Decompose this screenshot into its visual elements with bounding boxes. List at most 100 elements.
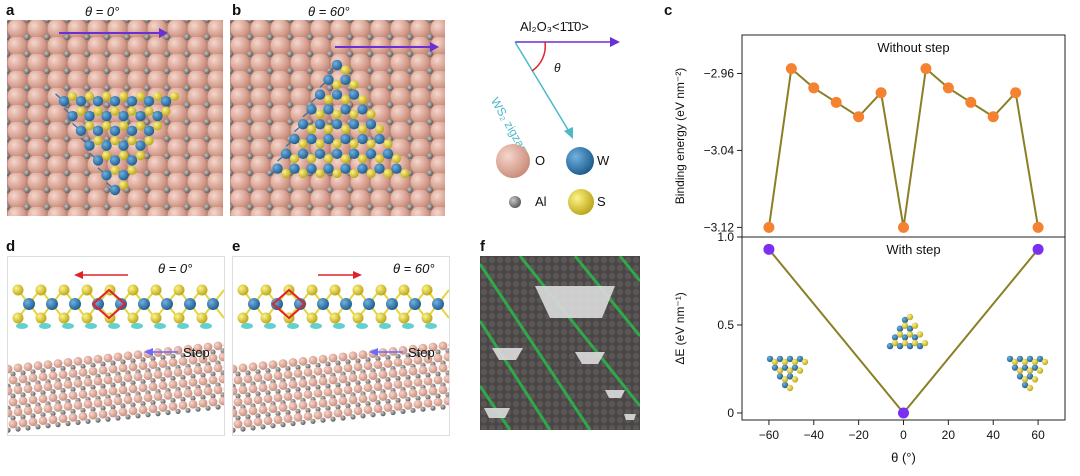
sulfur-atom <box>315 110 324 119</box>
tungsten-atom <box>118 111 128 121</box>
sulfur-atom <box>341 124 350 133</box>
panel-label-e: e <box>232 238 240 255</box>
tungsten-atom <box>93 126 103 136</box>
tungsten-atom <box>349 89 359 99</box>
sulfur-atom <box>366 139 375 148</box>
tungsten-atom <box>332 149 342 159</box>
panel-d-image: θ = 0° Step <box>7 256 225 436</box>
panel-title-a: θ = 0° <box>85 4 119 19</box>
sulfur-atom <box>102 121 111 130</box>
tungsten-atom <box>161 96 171 106</box>
sulfur-atom <box>136 151 145 160</box>
orientation-diagram <box>460 15 660 215</box>
tungsten-atom <box>315 119 325 129</box>
panel-b-image <box>230 20 445 216</box>
step-label-e: Step <box>408 345 435 360</box>
tungsten-atom <box>340 163 350 173</box>
panel-b-atoms <box>230 20 445 216</box>
sulfur-atom <box>119 151 128 160</box>
tungsten-atom <box>93 155 103 165</box>
binding-energy-point <box>808 82 819 93</box>
sulfur-atom <box>119 180 128 189</box>
sulfur-atom <box>110 166 119 175</box>
tungsten-atom <box>298 119 308 129</box>
tungsten-atom <box>357 104 367 114</box>
tungsten-atom <box>332 89 342 99</box>
sulfur-atom <box>383 169 392 178</box>
delta-e-ytick-label: 1.0 <box>717 230 734 244</box>
tungsten-atom <box>23 298 35 310</box>
tungsten-atom <box>374 134 384 144</box>
sulfur-atom <box>119 121 128 130</box>
panel-e-image: θ = 60° Step <box>232 256 450 436</box>
tungsten-atom <box>323 163 333 173</box>
sulfur-atom <box>307 285 318 296</box>
sulfur-atom <box>36 313 47 324</box>
sulfur-atom <box>136 121 145 130</box>
sulfur-atom <box>332 139 341 148</box>
legend-label-W: W <box>597 153 609 168</box>
sulfur-atom <box>375 154 384 163</box>
sulfur-atom <box>128 285 139 296</box>
sulfur-atom <box>375 124 384 133</box>
x-tick-label: 0 <box>900 428 907 442</box>
sulfur-atom <box>238 285 249 296</box>
tungsten-atom <box>118 140 128 150</box>
sulfur-atom <box>349 80 358 89</box>
sulfur-atom <box>281 169 290 178</box>
panel-f-image <box>480 256 640 430</box>
sulfur-atom <box>127 136 136 145</box>
tungsten-atom <box>306 163 316 173</box>
binding-energy-point <box>943 82 954 93</box>
x-tick-label: −20 <box>848 428 869 442</box>
sulfur-atom <box>290 154 299 163</box>
sulfur-atom <box>315 169 324 178</box>
tungsten-atom <box>127 126 137 136</box>
panel-title-b: θ = 60° <box>308 4 350 19</box>
tungsten-atom <box>340 134 350 144</box>
tungsten-atom <box>93 96 103 106</box>
binding-energy-point <box>853 111 864 122</box>
binding-energy-title: Without step <box>877 40 949 55</box>
legend-atom-W <box>565 146 595 181</box>
sulfur-atom <box>102 151 111 160</box>
sulfur-atom <box>341 154 350 163</box>
panel-f-micrograph <box>480 256 640 430</box>
tungsten-atom <box>357 134 367 144</box>
tungsten-atom <box>46 298 58 310</box>
panel-label-a: a <box>6 2 14 19</box>
tungsten-atom <box>363 298 375 310</box>
sulfur-atom <box>353 285 364 296</box>
orientation-legend: Al₂O₃<1̄1̄0> θ WS₂ zigzag O W Al S <box>460 15 660 215</box>
sulfur-atom <box>358 95 367 104</box>
binding-energy-point <box>1010 87 1021 98</box>
sulfur-atom <box>151 313 162 324</box>
sulfur-atom <box>422 285 433 296</box>
tungsten-atom <box>386 298 398 310</box>
tungsten-atom <box>110 155 120 165</box>
legend-atom-O <box>495 143 531 184</box>
tungsten-atom <box>135 140 145 150</box>
binding-energy-point <box>786 63 797 74</box>
sulfur-atom <box>59 285 70 296</box>
binding-energy-line <box>769 69 1038 228</box>
delta-e-point <box>763 244 774 255</box>
tungsten-atom <box>110 96 120 106</box>
sulfur-atom <box>332 80 341 89</box>
angle-label: θ <box>554 61 561 75</box>
sulfur-atom <box>93 136 102 145</box>
sulfur-atom <box>85 121 94 130</box>
sulfur-atom <box>174 313 185 324</box>
sulfur-atom <box>161 107 170 116</box>
sulfur-atom <box>36 285 47 296</box>
sulfur-atom <box>68 92 77 101</box>
sulfur-atom <box>136 92 145 101</box>
tungsten-atom <box>144 96 154 106</box>
tungsten-atom <box>332 60 342 70</box>
sulfur-atom <box>119 92 128 101</box>
panel-a-image <box>7 20 223 216</box>
x-tick-label: −60 <box>759 428 780 442</box>
tungsten-atom <box>432 298 444 310</box>
tungsten-atom <box>281 149 291 159</box>
